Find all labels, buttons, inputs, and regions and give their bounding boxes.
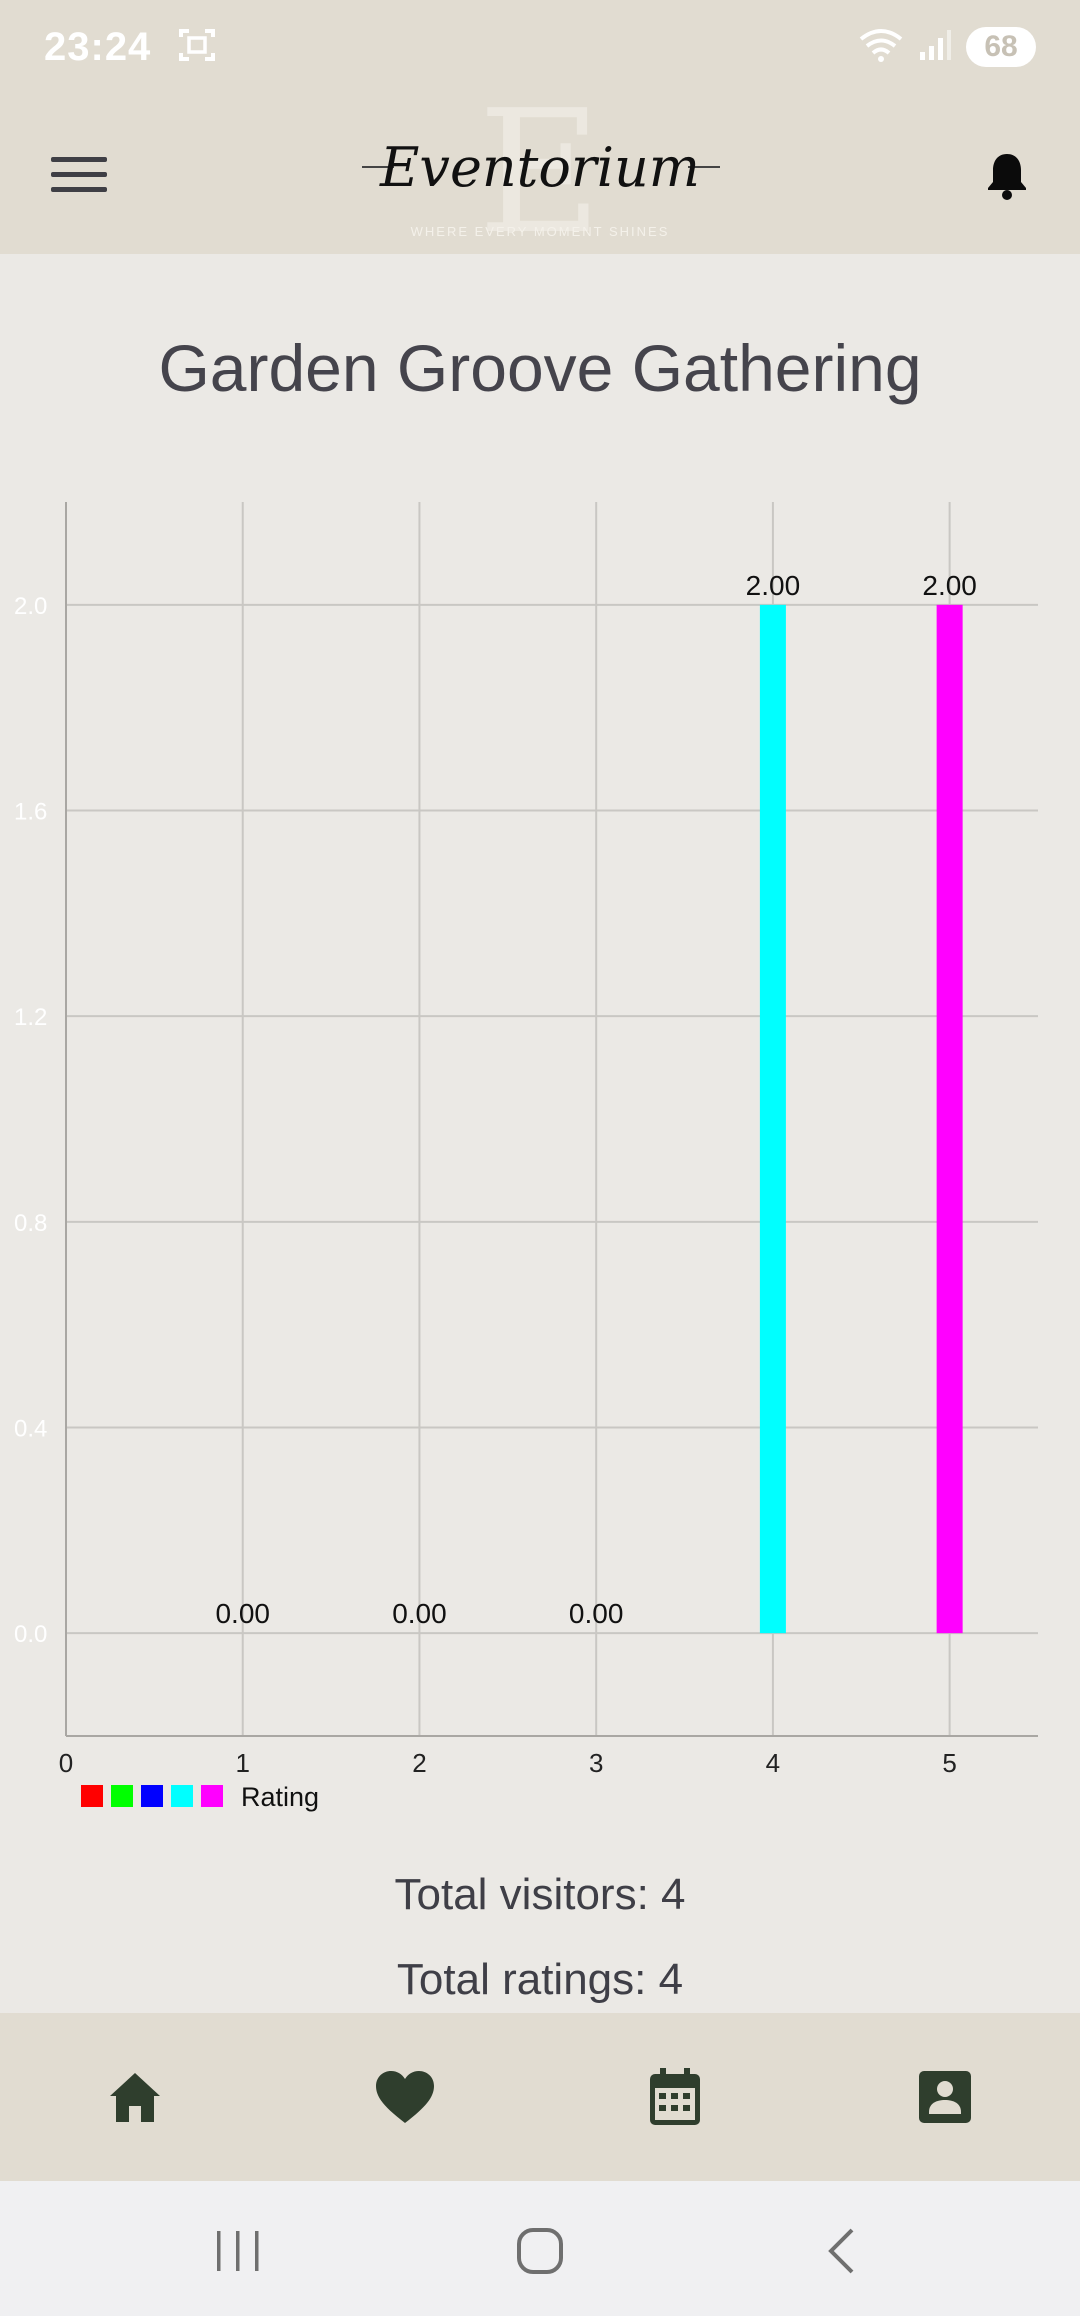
logo-dash-left bbox=[362, 166, 394, 168]
legend-label: Rating bbox=[241, 1782, 319, 1812]
wifi-icon bbox=[858, 27, 904, 68]
app-bar: E Eventorium WHERE EVERY MOMENT SHINES bbox=[0, 88, 1080, 258]
logo-letter: E bbox=[477, 74, 603, 272]
y-tick-label: 0.4 bbox=[14, 1416, 47, 1443]
page-title: Garden Groove Gathering bbox=[158, 331, 922, 405]
data-label: 2.00 bbox=[746, 570, 801, 601]
battery-icon: 68 bbox=[966, 27, 1036, 67]
logo-dash-right bbox=[688, 166, 720, 168]
bottom-nav bbox=[0, 2013, 1080, 2181]
y-tick-label: 1.6 bbox=[14, 799, 47, 826]
x-tick-label: 3 bbox=[589, 1748, 603, 1778]
system-nav-bar bbox=[0, 2181, 1080, 2316]
y-tick-label: 0.8 bbox=[14, 1210, 47, 1237]
y-tick-label: 1.2 bbox=[14, 1004, 47, 1031]
screenshot-icon bbox=[177, 25, 217, 70]
logo-name: Eventorium bbox=[380, 136, 700, 199]
data-label: 0.00 bbox=[215, 1598, 270, 1629]
legend-swatch bbox=[111, 1785, 133, 1807]
chart-labels: 0 1 2 3 4 5 0.0 0.4 0.8 1.2 1.6 2.0 0.00 0.00 0.00 2.00… bbox=[14, 570, 977, 1778]
rating-chart: 0 1 2 3 4 5 0.0 0.4 0.8 1.2 1.6 2.0 0.00 0.00 0.00 2.00… bbox=[14, 502, 1038, 1812]
heart-icon[interactable] bbox=[345, 2037, 465, 2157]
y-tick-label: 2.0 bbox=[14, 593, 47, 620]
logo-tagline: WHERE EVERY MOMENT SHINES bbox=[410, 224, 670, 239]
legend-swatch bbox=[201, 1785, 223, 1807]
y-tick-label: 0.0 bbox=[14, 1621, 47, 1648]
x-tick-label: 1 bbox=[235, 1748, 249, 1778]
bell-icon[interactable] bbox=[970, 138, 1044, 212]
chart-bars bbox=[759, 604, 963, 1634]
app-logo: E Eventorium WHERE EVERY MOMENT SHINES bbox=[340, 88, 740, 258]
total-ratings: Total ratings: 4 bbox=[396, 1955, 684, 2004]
total-visitors: Total visitors: 4 bbox=[394, 1870, 686, 1919]
legend-swatch bbox=[81, 1785, 103, 1807]
profile-icon[interactable] bbox=[885, 2037, 1005, 2157]
calendar-icon[interactable] bbox=[615, 2037, 735, 2157]
x-tick-label: 4 bbox=[766, 1748, 780, 1778]
x-tick-label: 5 bbox=[942, 1748, 956, 1778]
data-label: 2.00 bbox=[922, 570, 977, 601]
back-icon[interactable] bbox=[802, 2211, 882, 2291]
home-icon[interactable] bbox=[75, 2037, 195, 2157]
status-bar: 23:24 68 bbox=[0, 0, 1080, 94]
status-time: 23:24 bbox=[44, 24, 152, 69]
data-label: 0.00 bbox=[392, 1598, 447, 1629]
recents-icon[interactable] bbox=[198, 2211, 278, 2291]
chart-grid bbox=[65, 502, 1038, 1737]
legend-swatch bbox=[171, 1785, 193, 1807]
bar bbox=[936, 604, 963, 1634]
signal-icon bbox=[918, 28, 952, 67]
legend-swatch bbox=[141, 1785, 163, 1807]
x-tick-label: 2 bbox=[412, 1748, 426, 1778]
data-label: 0.00 bbox=[569, 1598, 624, 1629]
menu-icon[interactable] bbox=[44, 140, 114, 210]
home-circle-icon[interactable] bbox=[500, 2211, 580, 2291]
bar bbox=[759, 604, 786, 1634]
chart-legend: Rating bbox=[81, 1782, 319, 1812]
x-tick-label: 0 bbox=[59, 1748, 73, 1778]
